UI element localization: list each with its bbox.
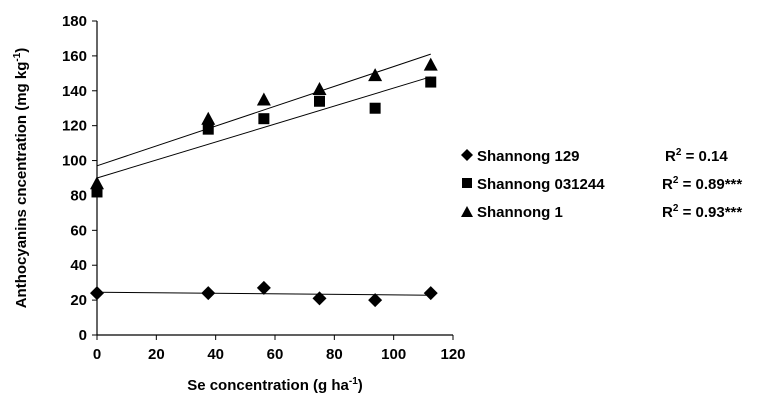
x-axis-title-tail: ) xyxy=(358,377,363,394)
x-axis-title: Se concentration (g ha-1) xyxy=(187,376,363,394)
data-point-diamond xyxy=(312,291,327,306)
x-tick-label: 80 xyxy=(326,346,343,363)
trendline-triangle xyxy=(96,53,431,167)
x-tick-label: 60 xyxy=(267,346,284,363)
x-axis-title-text: Se concentration (g ha xyxy=(187,377,349,394)
r2-annotation: R2 = 0.93*** xyxy=(662,203,742,221)
x-tick-label: 20 xyxy=(148,346,165,363)
data-point-square xyxy=(369,102,381,114)
legend-marker-diamond xyxy=(461,149,473,161)
data-point-diamond xyxy=(423,286,438,301)
data-point-triangle xyxy=(256,92,271,106)
legend-label: Shannong 129 xyxy=(477,148,580,165)
y-tick-label: 40 xyxy=(70,257,87,274)
legend-marker-triangle xyxy=(461,206,473,217)
y-axis-title-text: Anthocyanins cncentration (mg kg xyxy=(13,62,30,309)
data-point-diamond xyxy=(368,293,383,308)
data-point-triangle xyxy=(90,176,104,190)
legend-item-shannong-031244: Shannong 031244 R2 = 0.89*** xyxy=(462,175,742,193)
x-tick-label: 120 xyxy=(440,346,465,363)
data-point-diamond xyxy=(90,286,104,301)
y-axis-title: Anthocyanins cncentration (mg kg-1) xyxy=(12,48,30,309)
legend-label: Shannong 1 xyxy=(477,204,563,221)
y-tick-label: 180 xyxy=(62,13,87,30)
y-tick-label: 80 xyxy=(70,187,87,204)
data-point-square xyxy=(425,76,437,88)
y-tick-label: 60 xyxy=(70,222,87,239)
r2-annotation: R2 = 0.89*** xyxy=(662,175,742,193)
data-point-diamond xyxy=(201,286,216,301)
data-point-square xyxy=(202,123,214,135)
legend-marker-square xyxy=(462,178,472,188)
r2-annotation: R2 = 0.14 xyxy=(665,147,728,165)
data-point-triangle xyxy=(201,111,216,125)
y-tick-label: 100 xyxy=(62,153,87,170)
data-point-triangle xyxy=(312,82,327,96)
y-tick-label: 140 xyxy=(62,83,87,100)
legend-item-shannong-129: Shannong 129 R2 = 0.14 xyxy=(461,147,728,165)
data-point-triangle xyxy=(368,68,383,82)
legend-item-shannong-1: Shannong 1 R2 = 0.93*** xyxy=(461,203,742,221)
data-point-square xyxy=(258,113,270,125)
y-tick-label: 160 xyxy=(62,48,87,65)
data-point-diamond xyxy=(256,280,271,295)
data-point-triangle xyxy=(423,57,438,71)
y-axis-title-superscript: -1 xyxy=(12,52,23,61)
x-axis-title-superscript: -1 xyxy=(349,376,358,387)
y-tick-label: 120 xyxy=(62,118,87,135)
legend: Shannong 129 R2 = 0.14 Shannong 031244 R… xyxy=(461,147,742,221)
y-tick-label: 20 xyxy=(70,292,87,309)
x-tick-label: 0 xyxy=(93,346,101,363)
y-axis-title-tail: ) xyxy=(13,48,30,53)
plot-area: 0 20 40 60 80 100 120 140 160 180 0 20 40 60 80 100 120 xyxy=(62,13,466,363)
x-tick-label: 100 xyxy=(381,346,406,363)
y-tick-label: 0 xyxy=(79,327,87,344)
data-point-square xyxy=(91,186,103,198)
legend-label: Shannong 031244 xyxy=(477,176,605,193)
x-tick-label: 40 xyxy=(207,346,224,363)
data-point-square xyxy=(314,95,325,107)
trendline-square xyxy=(96,76,431,179)
